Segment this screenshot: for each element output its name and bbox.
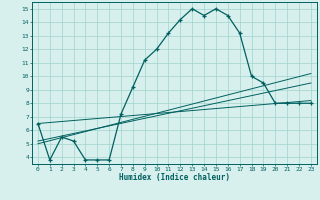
X-axis label: Humidex (Indice chaleur): Humidex (Indice chaleur): [119, 173, 230, 182]
